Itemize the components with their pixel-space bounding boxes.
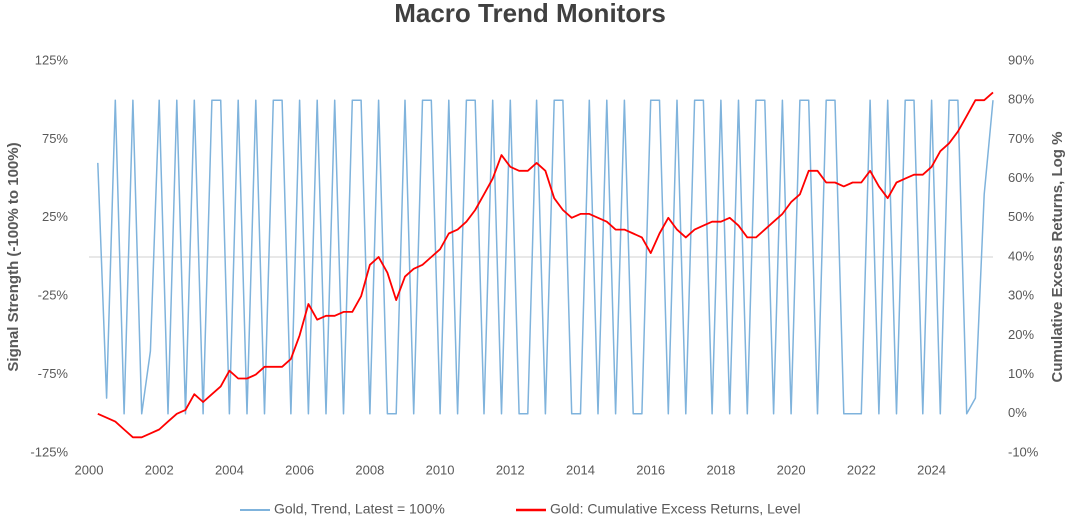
x-tick-label: 2020	[777, 462, 806, 477]
legend-label: Gold, Trend, Latest = 100%	[274, 501, 445, 517]
y2-axis-label: Cumulative Excess Returns, Log %	[1049, 132, 1066, 383]
y-tick-label: 25%	[42, 209, 68, 224]
x-tick-label: 2018	[706, 462, 735, 477]
y2-tick-label: 10%	[1008, 366, 1034, 381]
x-tick-label: 2022	[847, 462, 876, 477]
y-tick-label: -25%	[38, 288, 69, 303]
y-tick-label: -125%	[30, 444, 68, 459]
y2-tick-label: 70%	[1008, 131, 1034, 146]
y-tick-label: -75%	[38, 366, 69, 381]
y2-tick-label: 80%	[1008, 92, 1034, 107]
x-tick-label: 2006	[285, 462, 314, 477]
y-tick-label: 125%	[35, 52, 69, 67]
chart-title: Macro Trend Monitors	[394, 0, 666, 28]
y2-tick-label: 0%	[1008, 405, 1027, 420]
y2-tick-label: 50%	[1008, 209, 1034, 224]
y2-tick-label: 90%	[1008, 52, 1034, 67]
x-tick-label: 2014	[566, 462, 595, 477]
x-tick-label: 2012	[496, 462, 525, 477]
x-tick-label: 2024	[917, 462, 946, 477]
x-tick-label: 2016	[636, 462, 665, 477]
x-tick-label: 2008	[355, 462, 384, 477]
y2-tick-label: 40%	[1008, 248, 1034, 263]
y2-tick-label: -10%	[1008, 444, 1039, 459]
x-tick-label: 2004	[215, 462, 244, 477]
x-tick-label: 2010	[426, 462, 455, 477]
x-tick-label: 2000	[75, 462, 104, 477]
series-line	[97, 91, 994, 439]
y2-tick-label: 20%	[1008, 327, 1034, 342]
legend-label: Gold: Cumulative Excess Returns, Level	[550, 501, 801, 517]
y-tick-label: 75%	[42, 131, 68, 146]
y2-tick-label: 30%	[1008, 288, 1034, 303]
y2-tick-label: 60%	[1008, 170, 1034, 185]
series-line	[97, 99, 994, 415]
x-tick-label: 2002	[145, 462, 174, 477]
y-axis-label: Signal Strength (-100% to 100%)	[5, 142, 22, 371]
